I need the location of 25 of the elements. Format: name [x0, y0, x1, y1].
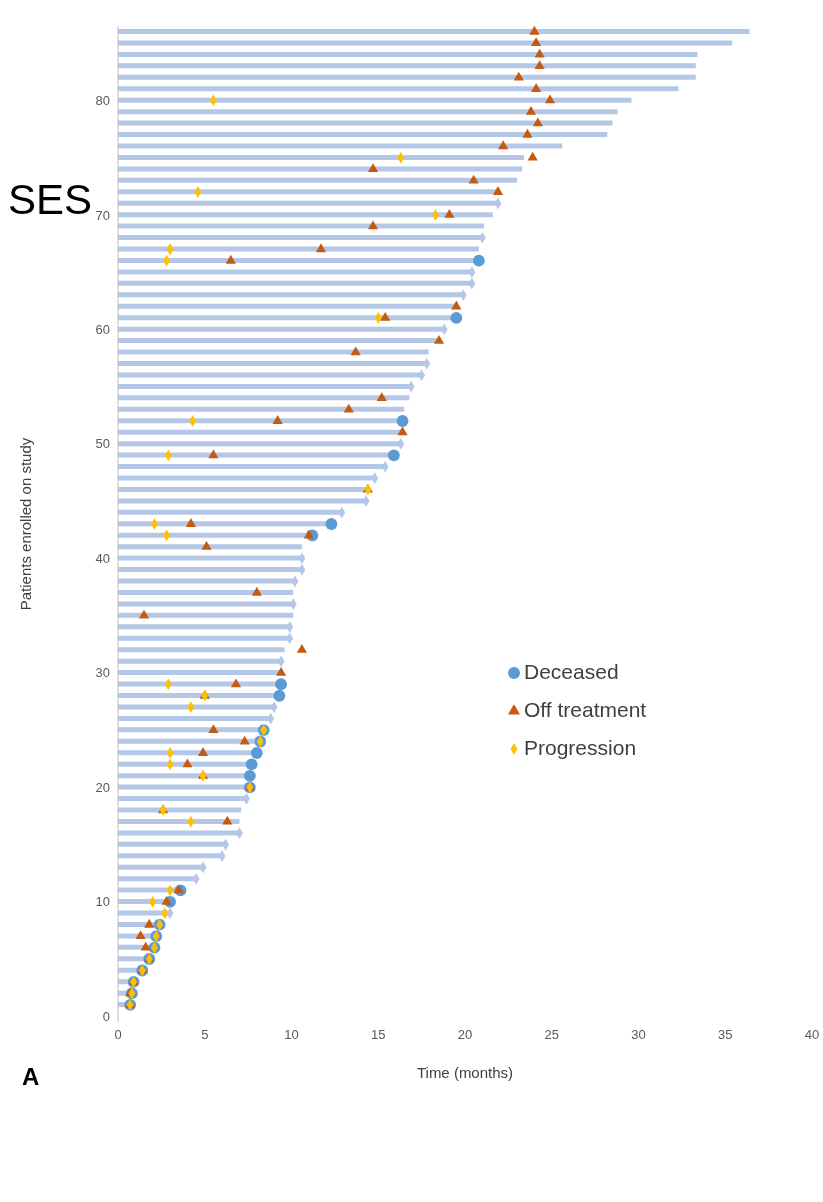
- y-tick-label: 50: [95, 436, 110, 452]
- y-tick-label: 0: [102, 1008, 110, 1024]
- text: A: [22, 1063, 40, 1091]
- y-tick-label: 60: [95, 321, 110, 337]
- text: SES: [8, 176, 93, 224]
- legend-label: Off treatment: [524, 698, 647, 721]
- x-tick-label: 0: [114, 1027, 122, 1043]
- legend-label: Deceased: [524, 660, 619, 683]
- x-tick-label: 10: [284, 1027, 299, 1043]
- y-tick-label: 20: [95, 779, 110, 795]
- y-tick-label: 80: [95, 93, 110, 109]
- x-axis-title: Time (months): [416, 1064, 514, 1081]
- y-tick-label: 30: [95, 665, 110, 681]
- y-tick-label: 70: [95, 207, 110, 223]
- x-tick-label: 40: [804, 1027, 820, 1043]
- y-tick-label: 40: [95, 550, 110, 566]
- x-tick-label: 15: [371, 1027, 386, 1043]
- x-tick-label: 35: [718, 1027, 733, 1043]
- x-tick-label: 20: [457, 1027, 473, 1043]
- x-tick-label: 5: [201, 1027, 209, 1043]
- y-tick-label: 10: [95, 894, 110, 910]
- y-axis-title: Patients enrolled on study: [17, 437, 35, 611]
- x-tick-label: 30: [631, 1027, 646, 1043]
- legend-label: Progression: [524, 736, 637, 759]
- x-tick-label: 25: [544, 1027, 559, 1043]
